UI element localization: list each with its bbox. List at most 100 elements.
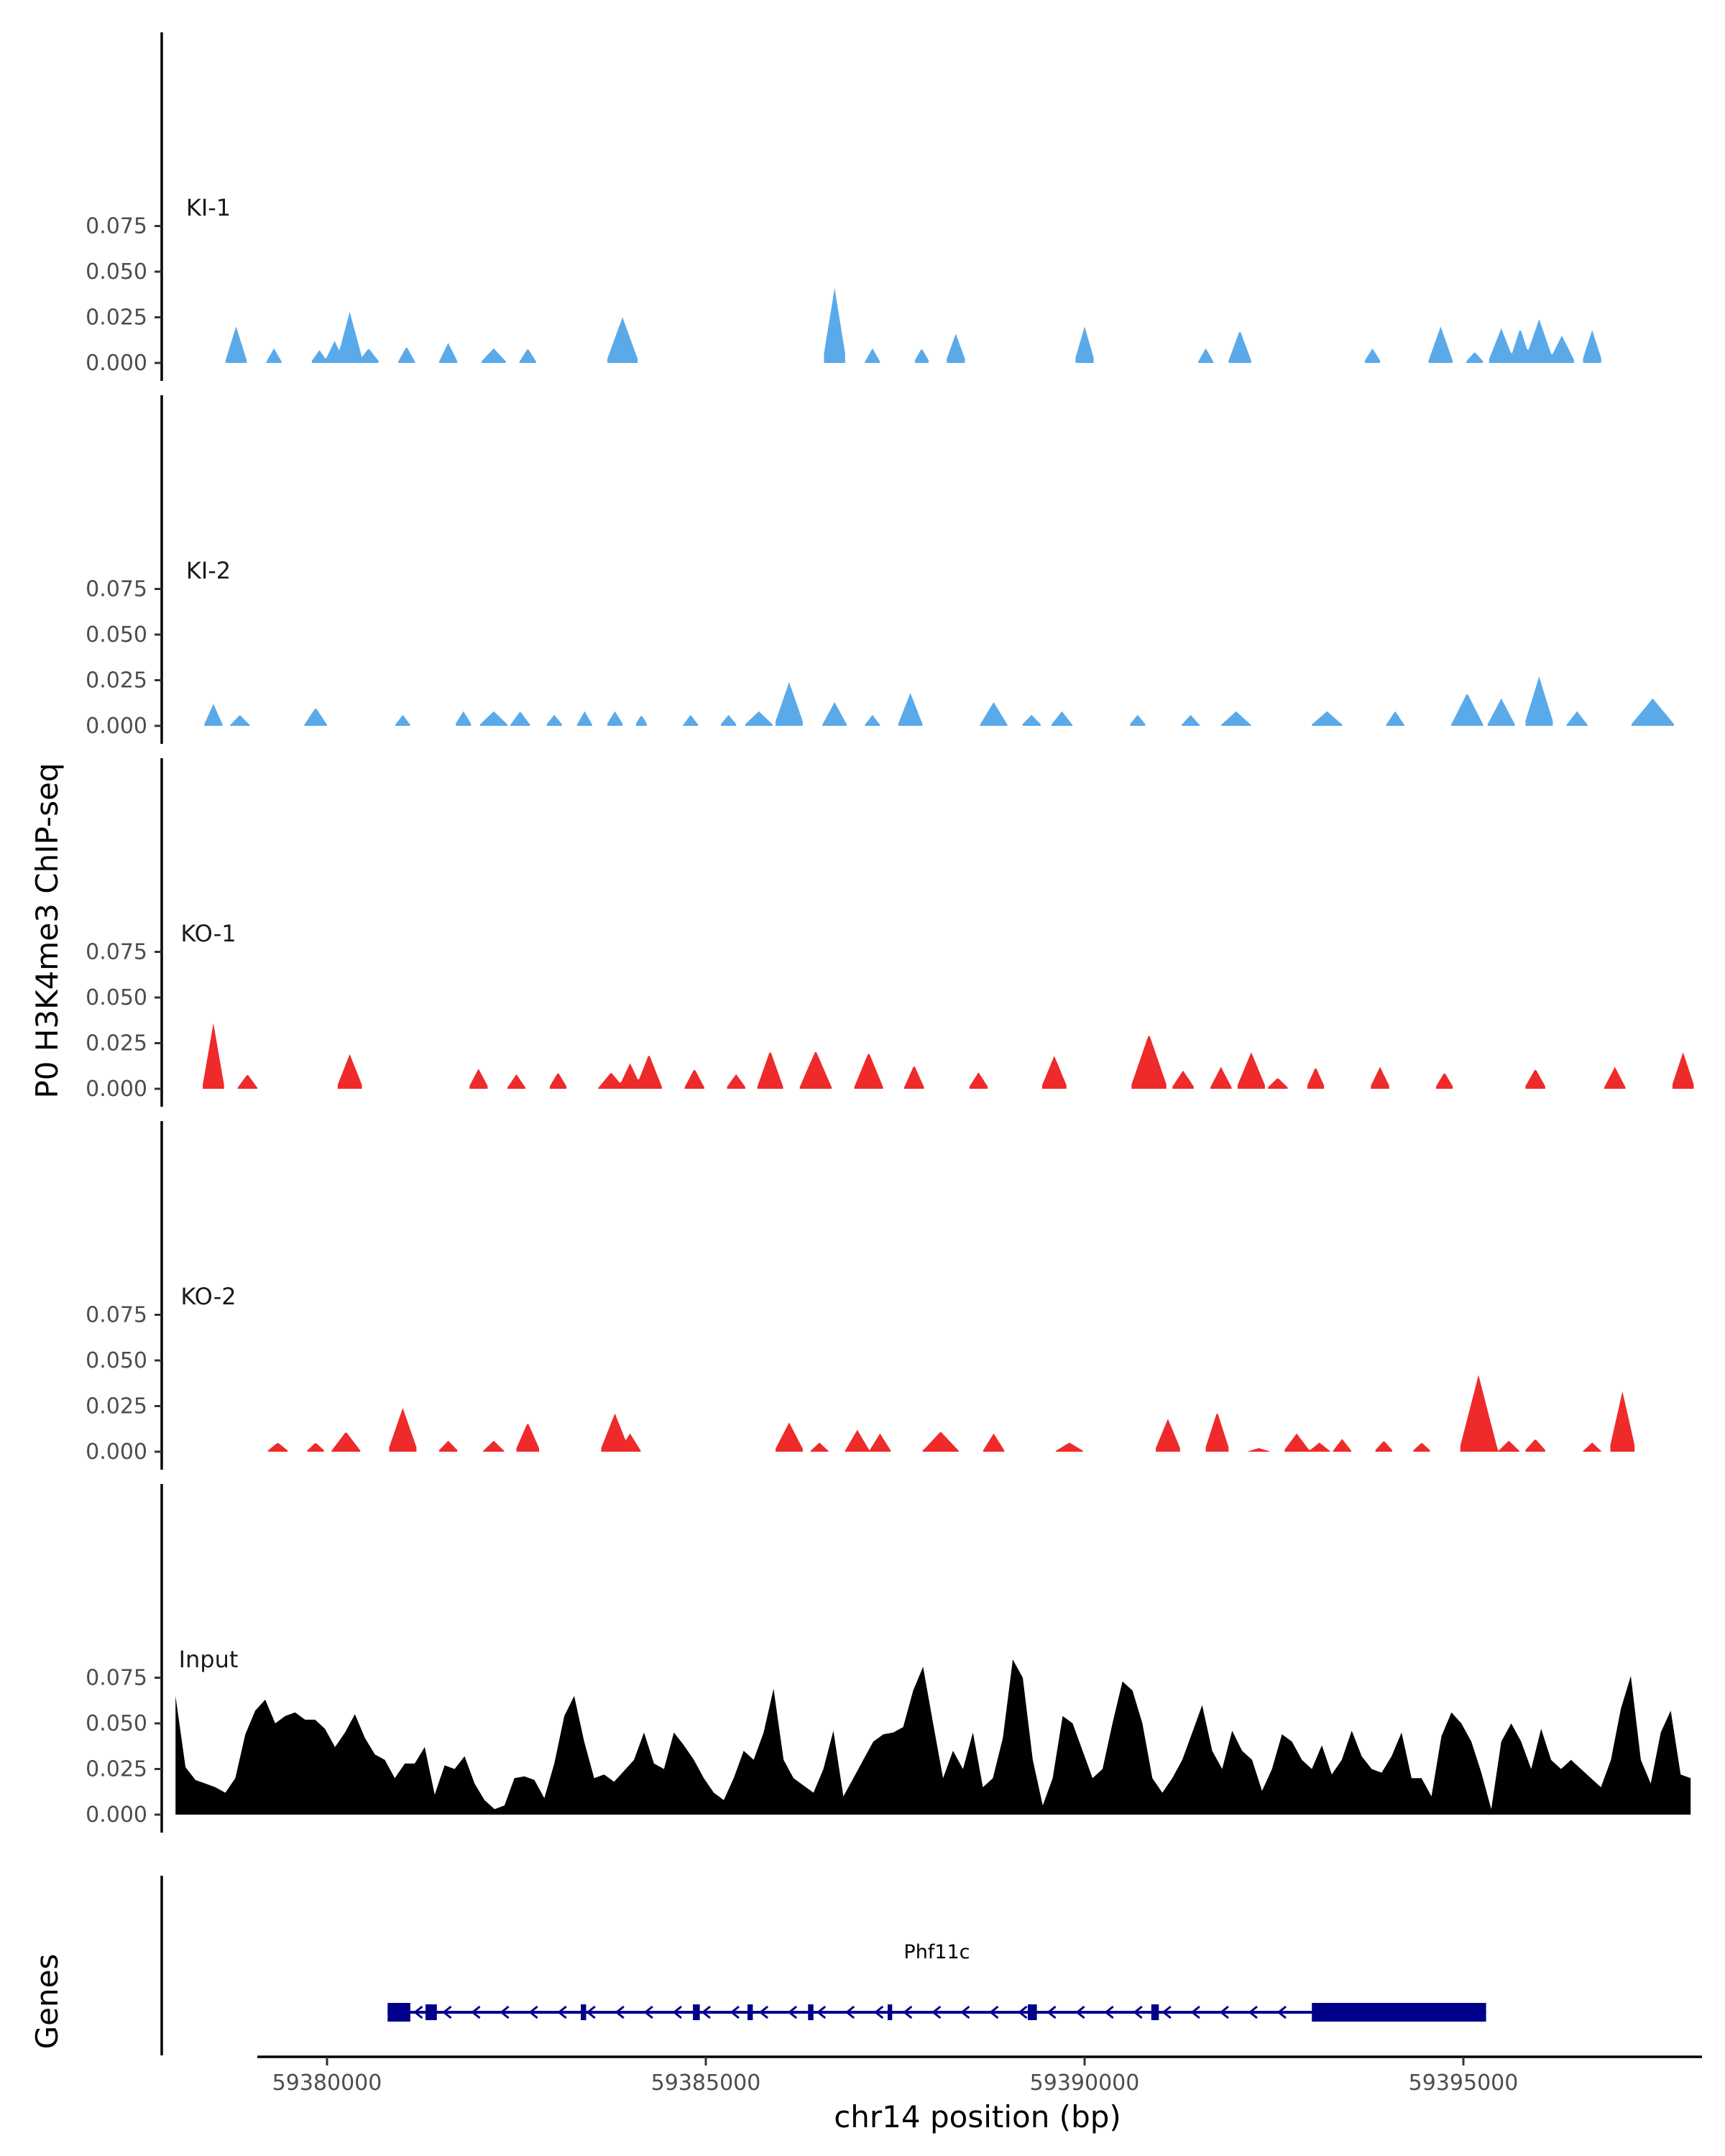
- signal-peak-ki-1: [1583, 330, 1601, 363]
- signal-peak-ko-1: [904, 1067, 924, 1089]
- y-tick-label: 0.000: [86, 1802, 147, 1828]
- signal-peak-ko-1: [799, 1052, 832, 1089]
- strand-arrow: [1075, 2005, 1085, 2019]
- x-tick-label: 59385000: [651, 2070, 761, 2096]
- strand-arrow: [615, 2005, 625, 2019]
- signal-peak-ko-1: [727, 1074, 745, 1089]
- signal-peak-ko-1: [1672, 1052, 1694, 1089]
- signal-peak-ko-2: [1248, 1447, 1270, 1452]
- signal-peak-ki-1: [1228, 332, 1251, 363]
- gene-exon: [748, 2004, 753, 2020]
- panel-input: 0.000 0.025 0.050 0.075 Input: [86, 1484, 1691, 1833]
- track-label-ki-1: KI-1: [186, 194, 231, 221]
- strand-arrow: [902, 2005, 913, 2019]
- signal-peak-ki-1: [824, 287, 845, 363]
- signal-peak-ko-1: [1525, 1069, 1545, 1089]
- panel-ko-1: 0.000 0.025 0.050 0.075 KO-1: [86, 758, 1694, 1107]
- signal-peak-ki-2: [776, 682, 803, 726]
- signal-peak-ko-2: [1284, 1433, 1330, 1452]
- signal-peak-ki-2: [636, 716, 647, 726]
- strand-arrow: [643, 2005, 653, 2019]
- track-label-ki-2: KI-2: [186, 557, 231, 584]
- signal-peak-ki-2: [204, 704, 223, 726]
- signal-peak-ko-2: [983, 1433, 1005, 1452]
- gene-exon: [426, 2004, 437, 2020]
- strand-arrow: [873, 2005, 884, 2019]
- strand-arrow: [989, 2005, 999, 2019]
- signal-peak-ko-2: [1333, 1439, 1351, 1452]
- signal-peak-ko-1: [1131, 1036, 1167, 1089]
- gene-exon: [808, 2004, 814, 2020]
- y-axis-title: P0 H3K4me3 ChIP-seq: [29, 763, 65, 1098]
- signal-peak-ki-2: [1022, 714, 1041, 726]
- signal-peak-ko-2: [1413, 1443, 1430, 1452]
- signal-panels: 0.0000.0250.0500.075KI-10.0000.0250.0500…: [86, 32, 1694, 1833]
- y-tick-label: 0.075: [86, 214, 147, 239]
- signal-peak-ko-1: [969, 1072, 988, 1089]
- gene-exon: [1151, 2004, 1159, 2020]
- y-tick-label: 0.050: [86, 622, 147, 648]
- strand-arrow: [1162, 2005, 1172, 2019]
- track-label-input: Input: [179, 1646, 239, 1673]
- gene-track-label: Genes: [29, 1954, 65, 2050]
- y-tick-label: 0.050: [86, 1348, 147, 1373]
- signal-peak-ki-2: [745, 711, 773, 726]
- signal-peak-ki-1: [1466, 352, 1484, 363]
- signal-peak-ko-2: [1460, 1375, 1519, 1452]
- signal-peak-ko-2: [601, 1413, 641, 1452]
- signal-peak-ki-1: [439, 343, 458, 363]
- y-tick-label: 0.000: [86, 714, 147, 739]
- signal-peak-ko-1: [1172, 1070, 1194, 1089]
- x-tick-label: 59390000: [1030, 2070, 1140, 2096]
- signal-peak-ki-1: [1198, 348, 1214, 363]
- strand-arrow: [932, 2005, 942, 2019]
- signal-peak-ko-1: [1436, 1073, 1453, 1089]
- signal-peak-ki-2: [1487, 698, 1515, 726]
- y-tick-label: 0.025: [86, 1031, 147, 1056]
- signal-peak-ko-1: [203, 1023, 224, 1089]
- signal-peak-ko-1: [598, 1056, 662, 1089]
- signal-peak-ki-2: [865, 714, 880, 726]
- strand-arrow: [730, 2005, 740, 2019]
- signal-peak-ki-1: [1489, 319, 1574, 363]
- signal-peak-ki-1: [1428, 326, 1453, 363]
- strand-arrow: [672, 2005, 682, 2019]
- gene-exon: [581, 2004, 586, 2020]
- signal-area-input: [175, 1659, 1691, 1815]
- signal-peak-ko-1: [757, 1052, 783, 1089]
- strand-arrow: [442, 2005, 452, 2019]
- signal-peak-ki-2: [822, 702, 847, 726]
- y-tick-label: 0.075: [86, 1303, 147, 1328]
- signal-peak-ki-2: [1130, 714, 1146, 726]
- signal-peak-ko-2: [776, 1422, 803, 1452]
- signal-peak-ki-1: [607, 317, 638, 363]
- signal-peak-ki-1: [1075, 326, 1094, 363]
- signal-peak-ko-2: [516, 1424, 540, 1452]
- strand-arrow: [1219, 2005, 1229, 2019]
- signal-peak-ki-2: [1051, 711, 1073, 726]
- signal-peak-ki-2: [1386, 711, 1404, 726]
- gene-exon: [693, 2004, 700, 2020]
- strand-arrow: [500, 2005, 510, 2019]
- signal-peak-ki-1: [225, 326, 247, 363]
- signal-peak-ko-2: [331, 1432, 361, 1452]
- x-tick-label: 59380000: [272, 2070, 382, 2096]
- signal-peak-ko-1: [237, 1075, 257, 1089]
- signal-peak-ko-1: [1237, 1052, 1265, 1089]
- y-tick-label: 0.075: [86, 940, 147, 965]
- gene-exon: [888, 2004, 893, 2020]
- track-label-ko-1: KO-1: [180, 920, 236, 947]
- strand-arrow: [816, 2005, 827, 2019]
- signal-peak-ki-2: [1632, 698, 1674, 726]
- signal-peak-ki-2: [1220, 711, 1251, 726]
- signal-peak-ko-2: [1205, 1414, 1229, 1452]
- strand-arrow: [1046, 2005, 1057, 2019]
- strand-arrow: [960, 2005, 970, 2019]
- signal-peak-ko-2: [1610, 1391, 1635, 1452]
- signal-peak-ko-2: [922, 1432, 959, 1452]
- signal-peak-ki-2: [607, 711, 623, 726]
- y-tick-label: 0.025: [86, 668, 147, 694]
- signal-peak-ki-1: [947, 333, 965, 363]
- strand-arrow: [1190, 2005, 1200, 2019]
- signal-peak-ko-2: [1525, 1439, 1545, 1452]
